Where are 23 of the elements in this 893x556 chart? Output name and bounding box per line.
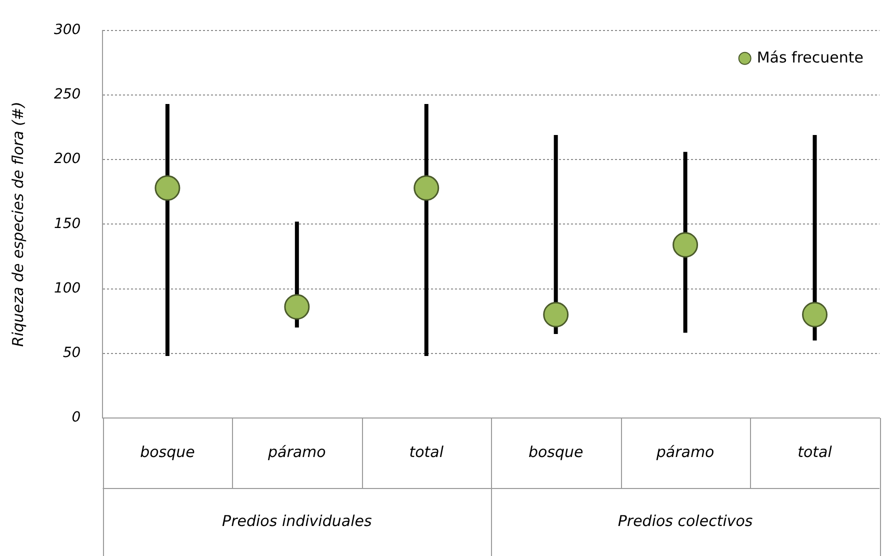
x-tick-label: total	[798, 442, 833, 461]
text: Predios colectivos	[618, 512, 753, 530]
legend-label: Más frecuente	[756, 48, 864, 66]
y-tick-label: 0	[72, 410, 81, 426]
point	[543, 302, 569, 328]
y-tick-label: 50	[62, 345, 81, 362]
y-tick-label: 250	[54, 86, 81, 103]
text: Predios individuales	[222, 512, 372, 530]
x-tick-label: páramo	[655, 442, 714, 461]
point	[154, 175, 180, 201]
point	[802, 302, 828, 328]
y-tick-label: 200	[54, 151, 81, 168]
point	[672, 232, 698, 258]
x-tick-label: bosque	[140, 442, 195, 461]
y-axis-title: Riqueza de especies de flora (#)	[8, 102, 27, 347]
y-tick-label: 300	[54, 22, 81, 38]
x-tick-label: páramo	[266, 442, 326, 461]
point	[284, 294, 310, 320]
point	[414, 175, 440, 201]
x-tick-label: total	[409, 442, 444, 461]
x-tick-label: bosque	[528, 442, 584, 461]
y-tick-label: 100	[54, 280, 81, 296]
y-tick-label: 150	[54, 216, 81, 232]
